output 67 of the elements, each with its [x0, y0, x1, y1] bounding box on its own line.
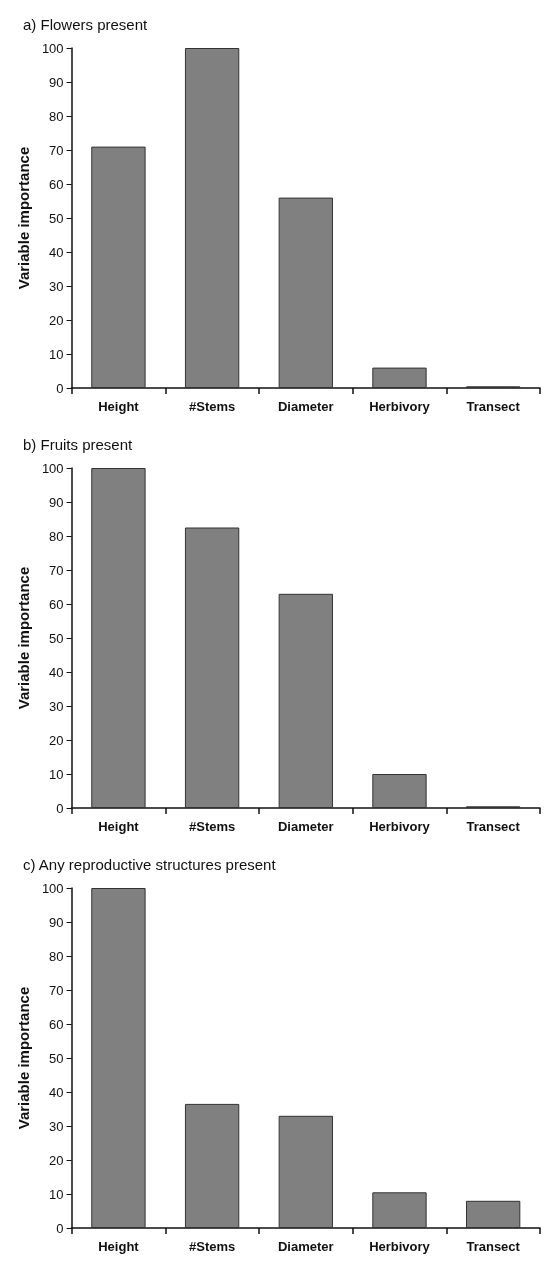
y-tick-label: 90 — [49, 74, 64, 90]
chart-title: b) Fruits present — [23, 436, 134, 453]
y-tick-label: 70 — [49, 982, 64, 998]
y-tick-label: 30 — [49, 698, 64, 714]
x-tick-label: Height — [98, 399, 140, 414]
y-tick-label: 20 — [49, 1152, 64, 1168]
bar — [278, 1115, 333, 1228]
y-tick-label: 80 — [49, 948, 64, 964]
y-tick-label: 80 — [49, 528, 64, 544]
y-tick-label: 70 — [49, 142, 64, 158]
y-tick-label: 80 — [49, 108, 64, 124]
y-axis-title: Variable importance — [15, 146, 32, 290]
y-axis-title: Variable importance — [15, 566, 32, 710]
y-tick-label: 70 — [49, 562, 64, 578]
x-tick-label: Diameter — [277, 1239, 334, 1254]
y-tick-label: 50 — [49, 630, 64, 646]
x-tick-label: Transect — [466, 1239, 521, 1254]
y-tick-label: 50 — [49, 210, 64, 226]
y-tick-label: 10 — [49, 766, 64, 782]
x-tick-label: Herbivory — [369, 1239, 431, 1254]
y-axis-title: Variable importance — [15, 986, 32, 1130]
bar — [184, 1103, 240, 1228]
chart-title: a) Flowers present — [23, 16, 149, 33]
bar — [372, 774, 427, 808]
x-tick-label: #Stems — [188, 819, 236, 834]
y-tick-label: 10 — [49, 1186, 64, 1202]
y-tick-label: 40 — [49, 244, 64, 260]
y-tick-label: 60 — [49, 176, 64, 192]
x-tick-label: #Stems — [188, 1239, 236, 1254]
y-tick-label: 30 — [49, 278, 64, 294]
x-tick-label: Height — [98, 819, 140, 834]
y-tick-label: 60 — [49, 596, 64, 612]
y-tick-label: 60 — [49, 1016, 64, 1032]
y-tick-label: 0 — [56, 380, 64, 396]
bar — [465, 1200, 521, 1228]
bar — [184, 48, 240, 388]
y-tick-label: 90 — [49, 494, 64, 510]
x-tick-label: Transect — [466, 399, 521, 414]
bar — [278, 197, 333, 388]
y-tick-label: 50 — [49, 1050, 64, 1066]
y-tick-label: 40 — [49, 1084, 64, 1100]
y-tick-label: 100 — [41, 460, 64, 476]
y-tick-label: 40 — [49, 664, 64, 680]
bar — [372, 1192, 427, 1228]
x-tick-label: #Stems — [188, 399, 236, 414]
bar — [91, 146, 146, 388]
bar — [91, 888, 146, 1228]
y-tick-label: 30 — [49, 1118, 64, 1134]
x-tick-label: Herbivory — [369, 819, 431, 834]
x-tick-label: Transect — [466, 819, 521, 834]
bar — [184, 527, 240, 808]
y-tick-label: 100 — [41, 880, 64, 896]
x-tick-label: Herbivory — [369, 399, 431, 414]
y-tick-label: 90 — [49, 914, 64, 930]
y-tick-label: 20 — [49, 312, 64, 328]
y-tick-label: 0 — [56, 800, 64, 816]
y-tick-label: 0 — [56, 1220, 64, 1236]
y-tick-label: 20 — [49, 732, 64, 748]
y-tick-label: 10 — [49, 346, 64, 362]
bar — [372, 367, 427, 388]
bar — [278, 593, 333, 808]
x-tick-label: Diameter — [277, 819, 334, 834]
chart-title: c) Any reproductive structures present — [23, 856, 277, 873]
bar — [91, 468, 146, 808]
y-tick-label: 100 — [41, 40, 64, 56]
x-tick-label: Diameter — [277, 399, 334, 414]
x-tick-label: Height — [98, 1239, 140, 1254]
